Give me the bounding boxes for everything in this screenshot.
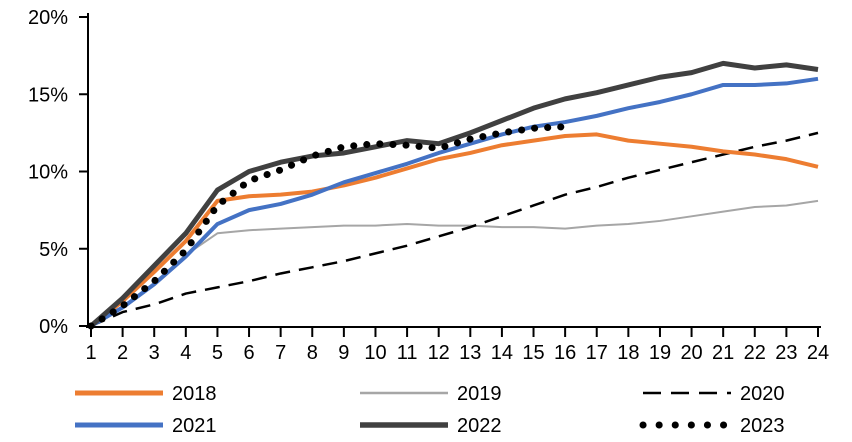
x-axis-tick-label: 1 (85, 342, 96, 364)
legend-label-2018: 2018 (172, 383, 217, 405)
x-axis-tick-label: 9 (338, 342, 349, 364)
x-axis-tick-label: 3 (149, 342, 160, 364)
x-axis-tick-label: 13 (459, 342, 481, 364)
legend-label-2022: 2022 (457, 415, 502, 437)
x-axis-tick-label: 24 (807, 342, 829, 364)
legend-label-2021: 2021 (172, 415, 217, 437)
x-axis-tick-label: 18 (617, 342, 639, 364)
x-axis-tick-label: 8 (307, 342, 318, 364)
series-line-2022 (89, 60, 819, 328)
y-axis-tick-label: 20% (28, 7, 68, 29)
x-axis-tick-label: 15 (522, 342, 544, 364)
x-axis-tick-label: 22 (744, 342, 766, 364)
x-axis-tick-label: 23 (775, 342, 797, 364)
x-axis-tick-label: 21 (712, 342, 734, 364)
x-axis-tick-label: 14 (491, 342, 513, 364)
y-axis-tick-label: 0% (39, 316, 68, 338)
legend-label-2023: 2023 (740, 415, 785, 437)
x-axis-tick-label: 19 (649, 342, 671, 364)
x-axis-tick-label: 12 (428, 342, 450, 364)
legend-label-2019: 2019 (457, 383, 502, 405)
legend-label-2020: 2020 (740, 383, 785, 405)
series-line-2021 (89, 76, 819, 328)
series-line-2023 (87, 123, 569, 330)
x-axis-tick-label: 20 (680, 342, 702, 364)
x-axis-tick-label: 7 (275, 342, 286, 364)
x-axis-tick-label: 11 (397, 342, 418, 364)
y-axis-tick-label: 5% (39, 239, 68, 261)
series-line-2020 (90, 131, 819, 328)
y-axis-tick-label: 10% (28, 162, 68, 184)
x-axis-tick-label: 6 (243, 342, 254, 364)
series-line-2019 (90, 199, 819, 327)
y-axis-tick-label: 15% (28, 84, 68, 106)
x-axis-tick-label: 17 (586, 342, 608, 364)
x-axis-tick-label: 4 (180, 342, 191, 364)
x-axis-tick-label: 16 (554, 342, 576, 364)
x-axis-tick-label: 5 (212, 342, 223, 364)
x-axis-tick-label: 10 (364, 342, 386, 364)
x-axis-tick-label: 2 (117, 342, 128, 364)
